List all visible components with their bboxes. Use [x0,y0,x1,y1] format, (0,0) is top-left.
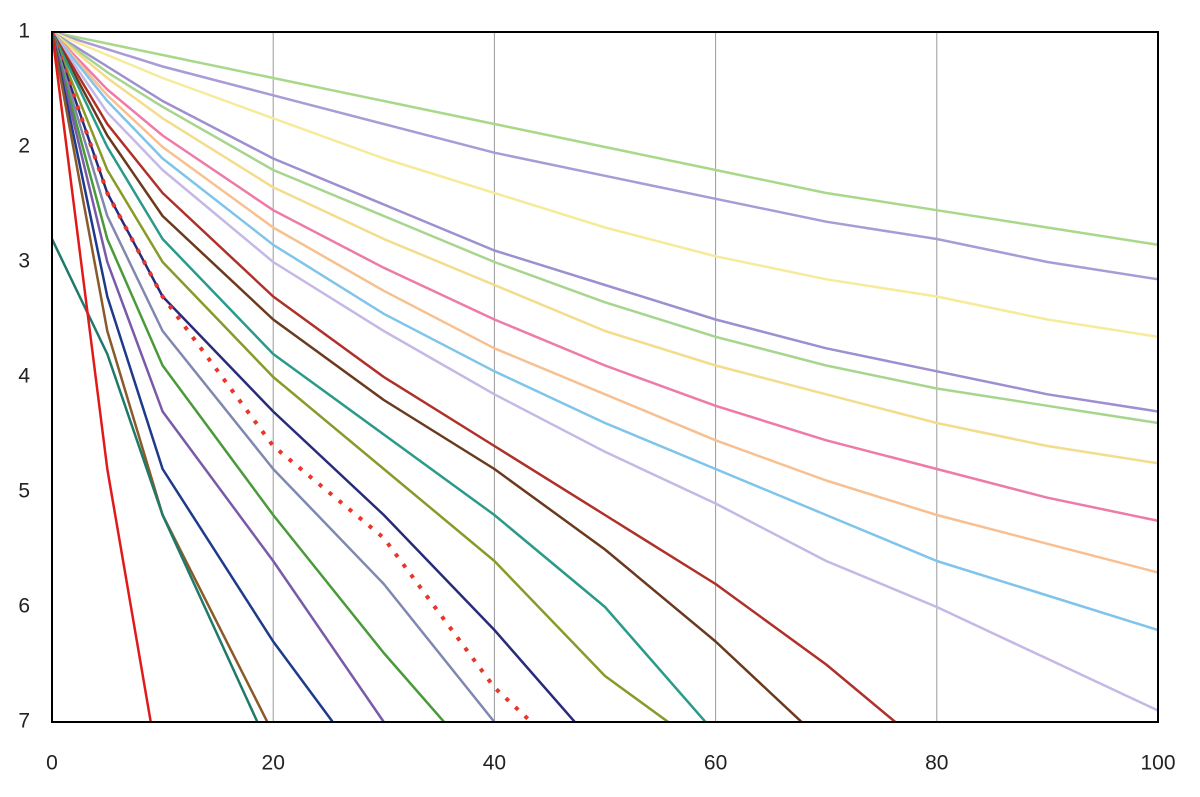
series-line [52,32,1158,523]
series-line [52,32,153,722]
series-line [52,32,535,722]
series-line [52,32,446,722]
x-tick-label: 0 [46,752,58,775]
series-line [52,32,898,722]
series-line [52,32,385,722]
series-line [52,32,1158,247]
x-tick-label: 20 [262,752,285,775]
y-tick-label: 7 [18,710,30,733]
series-line [52,32,708,722]
series-line [52,32,335,722]
series-line [52,32,1158,425]
y-tick-label: 1 [18,20,30,43]
series-line [52,32,1158,632]
grid [51,32,1159,722]
y-tick-label: 5 [18,480,30,503]
plot-lines [52,32,1158,722]
x-tick-label: 40 [483,752,506,775]
series-line [52,32,496,722]
y-tick-label: 4 [18,365,30,388]
series-line [52,32,1158,712]
y-tick-label: 2 [18,135,30,158]
x-tick-label: 100 [1140,752,1175,775]
series-line [52,32,1158,413]
y-tick-label: 6 [18,595,30,618]
series-line [52,238,259,722]
series-line [52,32,671,722]
series-line [52,32,1158,465]
y-tick-label: 3 [18,250,30,273]
series-line [52,32,804,722]
tick-labels: 0 20 40 60 80 100 1 2 3 4 5 6 7 [18,20,1175,775]
series-line [52,32,269,722]
plot-frame [51,31,1159,723]
series-line [52,32,1158,281]
series-line [52,32,1158,574]
x-tick-label: 80 [925,752,948,775]
series-line [52,32,1158,339]
x-tick-label: 60 [704,752,727,775]
